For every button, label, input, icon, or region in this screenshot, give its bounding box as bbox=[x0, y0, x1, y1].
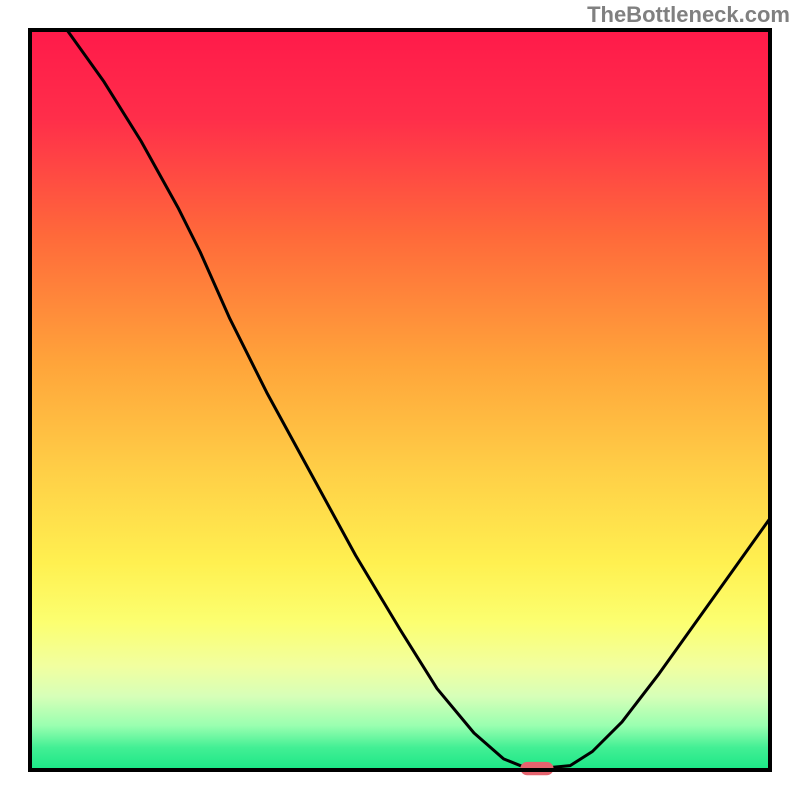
chart-container: TheBottleneck.com bbox=[0, 0, 800, 800]
bottleneck-chart bbox=[0, 0, 800, 800]
watermark-text: TheBottleneck.com bbox=[587, 2, 790, 28]
